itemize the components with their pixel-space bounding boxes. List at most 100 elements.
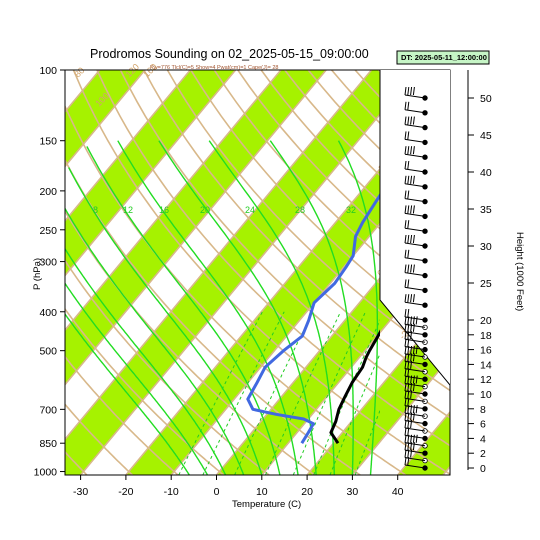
wind-barb-shaft	[404, 390, 426, 395]
wind-barb-flag	[404, 345, 407, 355]
wind-barb-flag	[407, 234, 410, 244]
wind-barb-flag	[412, 146, 415, 155]
height-tick-label: 30	[480, 241, 492, 253]
wind-barb-flag	[407, 294, 410, 303]
wind-barb-flag	[407, 101, 410, 110]
mixing-ratio-line	[354, 409, 380, 475]
mixing-ratio-label: 12	[123, 205, 133, 215]
wind-barb-flag	[412, 382, 415, 392]
mixing-ratio-line	[313, 319, 380, 475]
wind-barb-flag	[412, 442, 415, 451]
wind-barb-shaft	[404, 346, 426, 351]
wind-barb-flag	[412, 116, 415, 125]
wind-barb-flag	[415, 375, 418, 384]
wind-barb-flag	[412, 412, 415, 421]
moist-adiabat-line	[269, 140, 354, 475]
x-tick-label: -10	[164, 486, 179, 498]
moist-adiabat-line	[68, 167, 263, 475]
wind-barb-flag	[404, 382, 407, 392]
wind-barb-flag	[412, 264, 415, 273]
height-tick-label: 2	[480, 448, 486, 460]
wind-barb-shaft	[404, 183, 426, 188]
x-axis-label: Temperature (C)	[232, 499, 301, 510]
wind-barb-shaft	[404, 420, 426, 425]
moist-adiabat-line	[337, 140, 379, 475]
wind-barb-shaft	[404, 168, 426, 173]
wind-barb-shaft	[404, 397, 426, 402]
wind-barb-flag	[404, 249, 407, 258]
wind-barb-flag	[404, 86, 407, 96]
wind-barb-flag	[412, 294, 415, 303]
wind-barb-flag	[415, 434, 418, 443]
wind-barb-flag	[404, 101, 407, 110]
isotherm-line	[65, 70, 327, 386]
wind-barb-flag	[412, 353, 415, 362]
wind-barb-flag	[412, 205, 415, 214]
wind-barb-flag	[404, 360, 407, 369]
mixing-ratio-line	[265, 311, 342, 475]
wind-barb-flag	[404, 308, 407, 318]
wind-barb-flag	[407, 249, 410, 258]
height-tick-label: 18	[480, 330, 492, 342]
wind-barb-flag	[404, 205, 407, 214]
wind-barb-flag	[410, 86, 413, 96]
moist-adiabat-line	[158, 140, 317, 475]
wind-barb-flag	[412, 434, 415, 443]
wind-barb-flag	[404, 375, 407, 384]
isotherm-line	[79, 70, 418, 475]
wind-barb-flag	[404, 456, 407, 466]
wind-barb-shaft	[404, 353, 426, 358]
moist-adiabat-line	[65, 207, 245, 475]
wind-barb-flag	[412, 375, 415, 384]
height-tick-label: 12	[480, 374, 492, 386]
wind-barb-flag	[410, 175, 413, 184]
isotherm-line	[65, 70, 146, 168]
height-axis-label: Height (1000 Feet)	[514, 232, 525, 311]
wind-barb-flag	[404, 331, 407, 340]
wind-barb-flag	[404, 175, 407, 184]
mixing-ratio-label: 20	[200, 205, 210, 215]
y-tick-label: 100	[39, 65, 57, 77]
mixing-ratio-line	[178, 311, 263, 475]
mixing-ratio-line	[292, 311, 366, 475]
wind-barb-flag	[407, 205, 410, 214]
height-tick-label: 45	[480, 130, 492, 142]
wind-barb-shaft	[404, 368, 426, 373]
y-tick-label: 250	[39, 225, 57, 237]
wind-barb-flag	[404, 146, 407, 155]
height-tick-label: 6	[480, 419, 486, 431]
wind-barb-shaft	[404, 323, 426, 328]
wind-barb-flag	[404, 279, 407, 288]
wind-barb-flag	[404, 397, 407, 406]
x-tick-label: 40	[392, 486, 404, 498]
moist-adiabat-line	[65, 312, 190, 475]
sounding-line	[329, 329, 380, 445]
wind-barb-shaft	[404, 198, 426, 203]
wind-barb-flag	[404, 390, 407, 399]
wind-barb-flag	[407, 146, 410, 155]
y-tick-label: 300	[39, 257, 57, 269]
mixing-ratio-label: 16	[159, 205, 169, 215]
isotherm-line	[170, 137, 450, 475]
isotherm-line	[0, 70, 9, 475]
wind-barb-shaft	[404, 383, 426, 388]
isotherm-band	[65, 70, 417, 475]
wind-barb-shaft	[404, 331, 426, 336]
dry-adiabat-line	[65, 355, 179, 475]
dry-adiabat-line	[143, 70, 450, 392]
moist-adiabat-line	[208, 140, 335, 475]
wind-barb-flag	[412, 316, 415, 325]
wind-barb-shaft	[404, 212, 426, 217]
dry-adiabat-line	[190, 70, 450, 339]
wind-barb-flag	[404, 434, 407, 443]
wind-barb-shaft	[404, 272, 426, 277]
wind-barbs	[404, 86, 428, 471]
wind-barb-flag	[407, 190, 410, 199]
wind-barb-flag	[404, 353, 407, 362]
wind-barb-flag	[407, 264, 410, 273]
wind-barb-flag	[412, 175, 415, 184]
wind-barb-flag	[407, 86, 410, 96]
mixing-ratio-line	[202, 311, 285, 475]
wind-barb-flag	[407, 308, 410, 318]
